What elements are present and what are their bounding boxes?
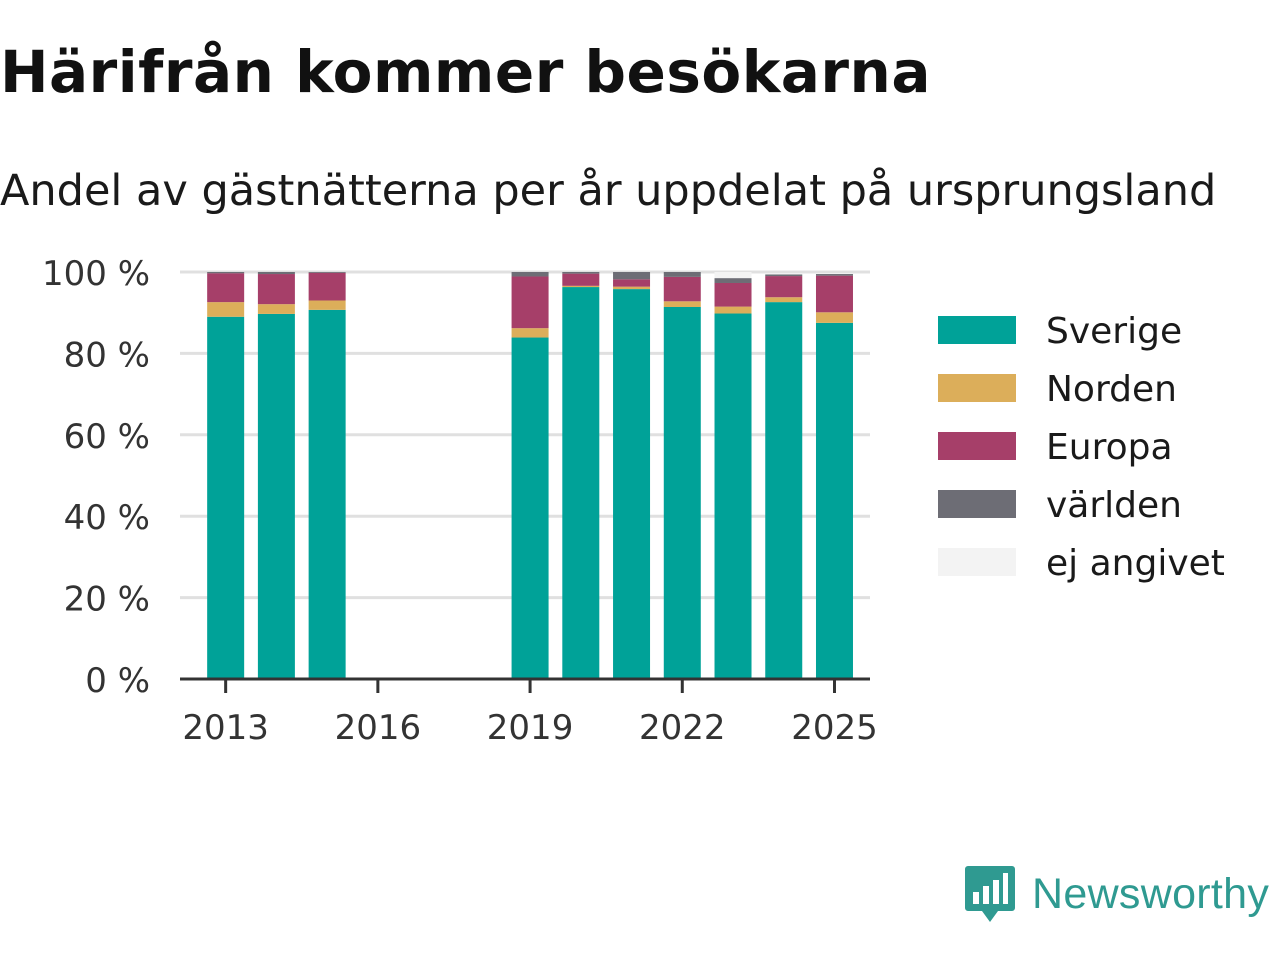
x-tick-label: 2022 [639, 708, 726, 748]
bar-segment-Norden [765, 297, 803, 303]
newsworthy-logo-icon [965, 866, 1015, 922]
bar-segment-Norden [815, 312, 853, 323]
bar-segment-Norden [511, 328, 549, 338]
bar-segment-världen [663, 272, 701, 277]
x-tick-label: 2025 [791, 708, 878, 748]
bar-segment-Norden [714, 306, 752, 314]
y-tick-label: 20 % [64, 580, 150, 620]
bar-segment-Sverige [511, 337, 549, 679]
bar-segment-världen [714, 278, 752, 283]
bar-segment-ej-angivet [714, 272, 752, 279]
chart-title: Härifrån kommer besökarna [0, 38, 931, 106]
bar-segment-världen [257, 272, 295, 275]
bar-segment-världen [562, 272, 600, 274]
bar-segment-Sverige [663, 307, 701, 679]
x-tick-label: 2019 [487, 708, 574, 748]
bar-segment-Norden [663, 301, 701, 308]
legend-label: Sverige [1046, 311, 1182, 352]
legend-swatch [938, 374, 1016, 402]
chart-subtitle: Andel av gästnätterna per år uppdelat på… [0, 166, 1217, 216]
bar-segment-Europa [207, 273, 245, 303]
x-tick-label: 2013 [182, 708, 269, 748]
newsworthy-brand: Newsworthy [964, 864, 1269, 924]
bar-segment-Sverige [308, 309, 346, 679]
bar-segment-Europa [663, 276, 701, 302]
legend-swatch [938, 432, 1016, 460]
bar-segment-världen [207, 272, 245, 274]
legend-label: Norden [1046, 369, 1177, 410]
bar-segment-Norden [308, 300, 346, 310]
bar-segment-Europa [562, 273, 600, 286]
bar-segment-Sverige [815, 322, 853, 679]
y-tick-label: 40 % [64, 498, 150, 538]
bar-segment-världen [765, 274, 803, 277]
bar-segment-världen [511, 272, 549, 277]
bar-segment-Sverige [562, 287, 600, 679]
bar-segment-Norden [613, 286, 651, 290]
bar-segment-Europa [765, 276, 803, 298]
bar-segment-Sverige [765, 302, 803, 679]
legend-swatch [938, 548, 1016, 576]
bar-segment-Sverige [257, 313, 295, 679]
y-tick-label: 0 % [85, 661, 150, 701]
bar-segment-världen [815, 274, 853, 276]
brand-name: Newsworthy [1032, 869, 1270, 918]
legend: Sverige Norden Europa världen ej angivet [938, 311, 1225, 584]
bar-segment-Europa [511, 276, 549, 329]
y-tick-label: 100 % [42, 254, 150, 294]
bar-segment-Europa [815, 275, 853, 313]
bar-segment-Europa [308, 272, 346, 301]
bar-segment-Norden [257, 304, 295, 314]
legend-label: ej angivet [1046, 543, 1225, 584]
bar-segment-världen [613, 272, 651, 280]
legend-swatch [938, 490, 1016, 518]
bar-segment-Europa [257, 274, 295, 305]
axes: 0 % 20 % 40 % 60 % 80 % 100 % 2013 2016 2019 2022… [42, 254, 878, 748]
bar-segment-Sverige [207, 316, 245, 679]
legend-label: världen [1046, 485, 1182, 526]
bar-segment-Europa [714, 282, 752, 307]
bar-segment-Norden [562, 285, 600, 288]
bar-segment-Norden [207, 302, 245, 317]
bar-segment-Europa [613, 279, 651, 287]
bar-segment-Sverige [714, 313, 752, 679]
legend-label: Europa [1046, 427, 1173, 468]
bar-segment-Sverige [613, 289, 651, 679]
y-tick-label: 60 % [64, 417, 150, 457]
bar-segment-världen [308, 272, 346, 273]
y-tick-label: 80 % [64, 335, 150, 375]
x-tick-label: 2016 [335, 708, 422, 748]
bars [207, 272, 853, 679]
legend-swatch [938, 316, 1016, 344]
